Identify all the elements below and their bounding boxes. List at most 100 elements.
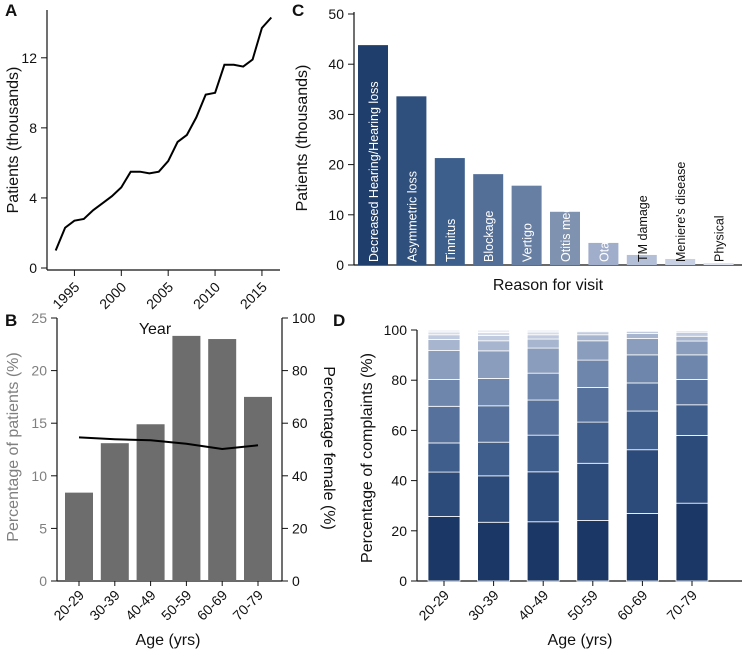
panel-a-line-chart: 0 4 8 12 1995 2000 2005 2010 2015 Year Patients… xyxy=(5,10,280,338)
d-stack-segment xyxy=(427,339,461,351)
panel-b-bar-line-chart: 0 5 10 15 20 25 0 20 40 60 80 100 20-29 30-39 40-49 5… xyxy=(5,310,337,649)
b-x-tick-label: 50-59 xyxy=(158,587,195,624)
c-bar-label: Meniere's disease xyxy=(674,162,688,262)
d-stack-segment xyxy=(675,331,709,337)
c-bar-label: Decreased Hearing/Hearing loss xyxy=(367,81,381,262)
c-bar-label: Otitis media xyxy=(559,196,573,262)
d-x-axis-label: Age (yrs) xyxy=(548,632,613,649)
d-stack-segment xyxy=(675,329,709,332)
d-stack-segment xyxy=(626,513,659,582)
b-x-axis-label: Age (yrs) xyxy=(136,632,201,649)
d-y-tick-label: 20 xyxy=(391,523,407,539)
b-left-axis-label: Percentage of patients (%) xyxy=(5,352,22,541)
c-bar-label: Physical xyxy=(713,215,727,262)
b-bar xyxy=(100,443,129,581)
d-stack-segment xyxy=(526,372,560,401)
c-bar xyxy=(396,96,427,265)
a-x-axis-label: Year xyxy=(139,321,172,338)
d-stack-segment xyxy=(675,379,709,406)
d-stack-segment xyxy=(675,354,709,380)
panel-label-a: A xyxy=(5,1,17,20)
d-stack-segment xyxy=(675,404,709,436)
d-stack-segment xyxy=(477,340,511,352)
b-x-tick-label: 70-79 xyxy=(229,587,266,624)
panel-label-c: C xyxy=(292,1,304,20)
d-stack-segment xyxy=(526,329,560,333)
a-y-tick-label: 4 xyxy=(29,190,37,206)
d-y-tick-label: 80 xyxy=(391,372,407,388)
a-x-tick-label: 1995 xyxy=(49,279,82,312)
a-x-tick-label: 2000 xyxy=(96,279,129,312)
d-stack-segment xyxy=(576,359,610,388)
c-bar xyxy=(588,242,619,265)
d-stack-segment xyxy=(526,471,560,523)
c-bar xyxy=(550,211,580,265)
c-bar xyxy=(626,254,657,265)
d-stack-segment xyxy=(427,516,461,582)
d-x-tick-label: 20-29 xyxy=(415,587,452,624)
d-stack-segment xyxy=(477,521,511,582)
b-right-tick-label: 60 xyxy=(292,415,308,431)
d-stack-segment xyxy=(477,378,511,407)
d-stack-segment xyxy=(675,502,709,582)
b-left-tick-label: 25 xyxy=(31,310,47,326)
b-right-tick-label: 40 xyxy=(292,468,308,484)
d-stack-segment xyxy=(427,442,461,473)
d-stack-segment xyxy=(576,387,610,423)
b-x-tick-label: 20-29 xyxy=(50,587,87,624)
d-stack-segment xyxy=(675,435,709,504)
d-x-tick-label: 40-49 xyxy=(515,587,552,624)
b-right-tick-label: 80 xyxy=(292,363,308,379)
d-x-tick-label: 30-39 xyxy=(465,587,502,624)
b-right-tick-label: 20 xyxy=(292,520,308,536)
d-stack-segment xyxy=(427,379,461,407)
a-x-tick-label: 2005 xyxy=(143,279,176,312)
c-y-tick-label: 0 xyxy=(336,257,344,273)
panel-label-b: B xyxy=(5,311,17,330)
c-bar-label: Vertigo xyxy=(521,223,535,262)
b-left-tick-label: 5 xyxy=(39,520,47,536)
d-x-tick-label: 60-69 xyxy=(614,587,651,624)
d-stack-segment xyxy=(526,521,560,582)
b-left-tick-label: 20 xyxy=(31,363,47,379)
d-stack-segment xyxy=(576,462,610,521)
d-stack-segment xyxy=(526,331,560,336)
d-x-tick-label: 70-79 xyxy=(663,587,700,624)
d-stack-segment xyxy=(576,331,610,336)
c-bar xyxy=(473,174,504,265)
d-stack-segment xyxy=(427,329,461,333)
d-stack-segment xyxy=(477,405,511,443)
d-stack-segment xyxy=(626,338,659,356)
d-stack-segment xyxy=(526,338,560,349)
b-left-tick-label: 15 xyxy=(31,415,47,431)
d-stack-segment xyxy=(675,340,709,356)
c-y-tick-label: 40 xyxy=(328,56,344,72)
a-x-tick-label: 2015 xyxy=(237,279,270,312)
d-stack-segment xyxy=(576,334,610,342)
c-x-axis-label: Reason for visit xyxy=(493,277,604,294)
a-y-tick-label: 12 xyxy=(21,50,37,66)
d-stack-segment xyxy=(576,421,610,464)
b-bar xyxy=(172,335,201,581)
d-stack-segment xyxy=(626,410,659,451)
d-stack-segment xyxy=(626,333,659,339)
a-y-tick-label: 0 xyxy=(29,260,37,276)
d-x-tick-label: 50-59 xyxy=(564,587,601,624)
d-stack-segment xyxy=(526,347,560,374)
d-stack-segment xyxy=(576,340,610,361)
d-stack-segment xyxy=(477,441,511,477)
a-y-tick-label: 8 xyxy=(29,120,37,136)
c-bar-label: Asymmetric loss xyxy=(405,171,419,262)
d-stack-segment xyxy=(477,350,511,379)
b-right-tick-label: 100 xyxy=(292,310,316,326)
d-stack-segment xyxy=(477,332,511,336)
a-patients-line xyxy=(54,16,273,251)
b-bar xyxy=(65,492,93,581)
c-y-tick-label: 30 xyxy=(328,106,344,122)
b-left-tick-label: 10 xyxy=(31,468,47,484)
b-bar xyxy=(244,396,272,581)
d-stack-segment xyxy=(675,335,709,342)
b-x-tick-label: 40-49 xyxy=(122,587,159,624)
b-x-tick-label: 60-69 xyxy=(194,587,231,624)
